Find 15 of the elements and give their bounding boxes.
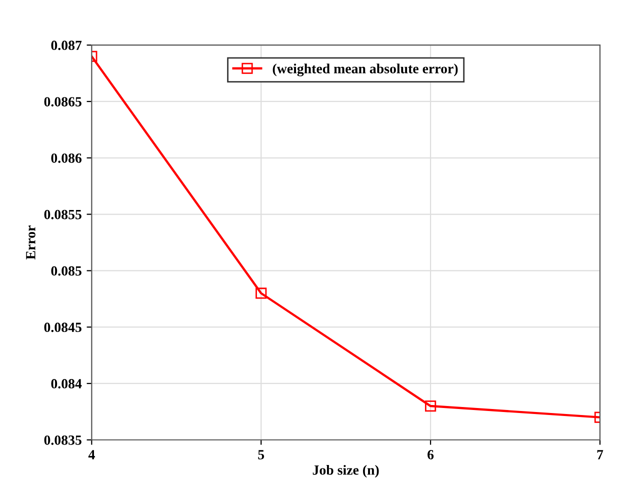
y-tick-label: 0.085 — [51, 266, 82, 276]
y-tick-label: 0.0865 — [44, 97, 82, 107]
y-tick-label: 0.086 — [51, 153, 82, 163]
y-tick-label: 0.0845 — [44, 322, 82, 332]
x-axis-title: Job size (n) — [312, 464, 379, 478]
x-tick-label: 6 — [428, 450, 434, 460]
y-tick-label: 0.084 — [51, 379, 82, 388]
x-tick-label: 4 — [88, 450, 95, 460]
y-axis-title: Error — [26, 226, 36, 260]
legend-label: (weighted mean absolute error) — [272, 64, 458, 76]
y-tick-label: 0.0835 — [44, 435, 82, 445]
y-tick-label: 0.0855 — [44, 210, 82, 220]
y-tick-label: 0.087 — [51, 40, 82, 50]
x-tick-label: 7 — [597, 450, 604, 460]
x-tick-label: 5 — [258, 450, 264, 460]
